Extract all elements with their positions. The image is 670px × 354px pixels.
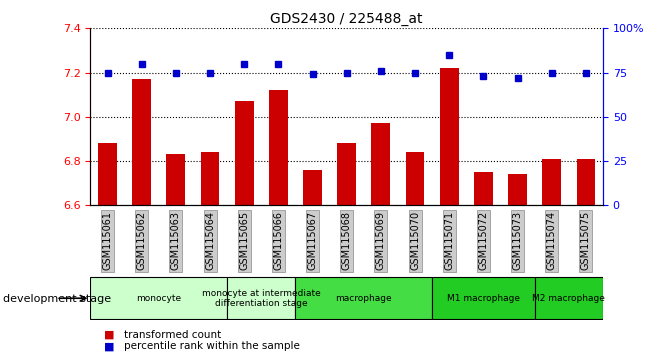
- Text: monocyte at intermediate
differentiation stage: monocyte at intermediate differentiation…: [202, 289, 321, 308]
- Bar: [269, 90, 288, 205]
- Text: GSM115065: GSM115065: [239, 211, 249, 270]
- Text: ■: ■: [104, 330, 115, 339]
- Text: ■: ■: [104, 341, 115, 351]
- Text: monocyte: monocyte: [136, 294, 182, 303]
- Bar: [98, 143, 117, 205]
- Text: GSM115063: GSM115063: [171, 211, 181, 270]
- Bar: [474, 172, 493, 205]
- Bar: [200, 152, 220, 205]
- Bar: [303, 170, 322, 205]
- Text: GSM115067: GSM115067: [308, 211, 318, 270]
- Bar: [440, 68, 459, 205]
- Text: GSM115073: GSM115073: [513, 211, 523, 270]
- Bar: [371, 124, 391, 205]
- Text: GSM115064: GSM115064: [205, 211, 215, 270]
- Bar: [227, 277, 295, 319]
- Text: GSM115066: GSM115066: [273, 211, 283, 270]
- Text: GSM115069: GSM115069: [376, 211, 386, 270]
- Bar: [90, 277, 227, 319]
- Text: GSM115070: GSM115070: [410, 211, 420, 270]
- Bar: [576, 159, 596, 205]
- Text: GSM115062: GSM115062: [137, 211, 147, 270]
- Text: transformed count: transformed count: [124, 330, 221, 339]
- Text: macrophage: macrophage: [336, 294, 392, 303]
- Bar: [295, 277, 432, 319]
- Title: GDS2430 / 225488_at: GDS2430 / 225488_at: [271, 12, 423, 26]
- Text: GSM115061: GSM115061: [103, 211, 113, 270]
- Bar: [508, 174, 527, 205]
- Bar: [405, 152, 425, 205]
- Text: GSM115072: GSM115072: [478, 211, 488, 270]
- Bar: [432, 277, 535, 319]
- Text: GSM115074: GSM115074: [547, 211, 557, 270]
- Text: GSM115071: GSM115071: [444, 211, 454, 270]
- Bar: [542, 159, 561, 205]
- Bar: [234, 101, 254, 205]
- Text: development stage: development stage: [3, 294, 111, 304]
- Bar: [337, 143, 356, 205]
- Bar: [535, 277, 603, 319]
- Text: GSM115075: GSM115075: [581, 211, 591, 270]
- Text: M1 macrophage: M1 macrophage: [447, 294, 520, 303]
- Text: GSM115068: GSM115068: [342, 211, 352, 270]
- Bar: [166, 154, 186, 205]
- Text: percentile rank within the sample: percentile rank within the sample: [124, 341, 300, 351]
- Bar: [132, 79, 151, 205]
- Text: M2 macrophage: M2 macrophage: [533, 294, 605, 303]
